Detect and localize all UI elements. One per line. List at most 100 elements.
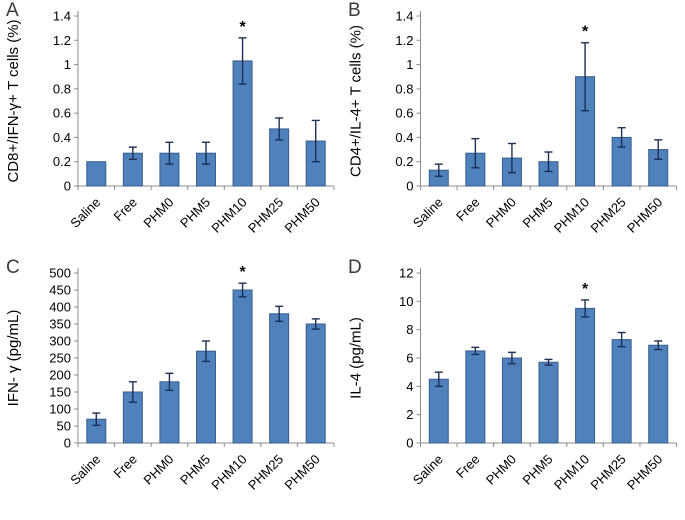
y-tick-label: 350 bbox=[49, 317, 71, 332]
x-tick-label: PHM10 bbox=[551, 452, 592, 493]
error-bar bbox=[507, 351, 516, 365]
y-tick-label: 8 bbox=[406, 322, 413, 337]
x-tick-label: PHM50 bbox=[624, 452, 665, 493]
y-tick-label: 500 bbox=[49, 266, 71, 281]
y-tick-label: 0.4 bbox=[395, 130, 413, 145]
panel-b-letter: B bbox=[348, 0, 361, 21]
y-tick-label: 0.4 bbox=[53, 130, 71, 145]
x-tick-label: PHM0 bbox=[140, 195, 176, 231]
error-bar bbox=[471, 137, 480, 169]
bar-free bbox=[465, 350, 486, 444]
x-tick-label: Free bbox=[453, 195, 483, 225]
significance-marker: * bbox=[239, 19, 246, 36]
bar-phm5 bbox=[538, 361, 559, 444]
y-tick-label: 0.8 bbox=[395, 81, 413, 96]
y-tick-label: 0.6 bbox=[53, 106, 71, 121]
bar-phm50 bbox=[305, 323, 326, 444]
x-tick-label: PHM10 bbox=[208, 195, 249, 236]
error-bar bbox=[275, 117, 284, 141]
bar-phm25 bbox=[269, 313, 290, 444]
error-bar bbox=[238, 37, 247, 85]
bar-phm25 bbox=[611, 339, 632, 444]
error-bar bbox=[311, 119, 320, 163]
y-tick-label: 0.8 bbox=[53, 81, 71, 96]
x-tick-label: PHM25 bbox=[245, 452, 286, 493]
error-bar bbox=[581, 42, 590, 112]
y-tick-label: 250 bbox=[49, 351, 71, 366]
y-tick-label: 0.6 bbox=[395, 106, 413, 121]
x-tick-label: Free bbox=[110, 452, 140, 482]
y-tick-label: 450 bbox=[49, 283, 71, 298]
error-bar bbox=[165, 141, 174, 165]
y-tick-label: 50 bbox=[57, 419, 71, 434]
y-tick-label: 0 bbox=[64, 179, 71, 194]
y-tick-label: 400 bbox=[49, 300, 71, 315]
error-bar bbox=[238, 282, 247, 298]
x-tick-label: PHM10 bbox=[551, 195, 592, 236]
error-bar bbox=[128, 381, 137, 403]
bar-phm5 bbox=[196, 350, 216, 444]
error-bar bbox=[202, 340, 210, 363]
panel-c-letter: C bbox=[6, 257, 20, 278]
y-tick-label: 0 bbox=[406, 436, 413, 451]
y-axis-label: IL-4 (pg/mL) bbox=[348, 317, 365, 399]
y-tick-label: 1.2 bbox=[53, 33, 71, 48]
x-tick-label: PHM50 bbox=[282, 452, 323, 493]
error-bar bbox=[654, 340, 663, 351]
error-bar bbox=[311, 318, 320, 330]
panel-c: C 0 50 100 150 200 250 300 350 400 450 500 Saline Fr… bbox=[0, 257, 342, 515]
error-bar bbox=[202, 141, 210, 165]
x-tick-label: PHM25 bbox=[587, 195, 628, 236]
y-axis-label: IFN- γ (pg/mL) bbox=[5, 310, 22, 407]
x-tick-label: PHM25 bbox=[245, 195, 286, 236]
y-tick-label: 300 bbox=[49, 334, 71, 349]
error-bar bbox=[507, 142, 516, 174]
x-tick-label: Saline bbox=[410, 195, 446, 231]
x-tick-label: PHM10 bbox=[208, 452, 249, 493]
y-tick-label: 200 bbox=[49, 368, 71, 383]
panel-d-letter: D bbox=[348, 257, 362, 278]
panel-a-letter: A bbox=[6, 0, 19, 21]
y-tick-label: 1.4 bbox=[395, 9, 413, 24]
y-axis-label: CD8+/IFN-γ+ T cells (%) bbox=[5, 19, 22, 182]
error-bar bbox=[544, 151, 553, 173]
bar-phm50 bbox=[648, 344, 669, 444]
bar-phm0 bbox=[501, 357, 522, 444]
y-tick-label: 10 bbox=[399, 294, 413, 309]
y-tick-label: 6 bbox=[406, 351, 413, 366]
x-tick-label: Free bbox=[453, 452, 483, 482]
error-bar bbox=[617, 331, 626, 348]
y-tick-label: 0.2 bbox=[53, 154, 71, 169]
x-tick-label: Saline bbox=[67, 195, 103, 231]
error-bar bbox=[581, 299, 590, 318]
panel-a: A 0 0.2 0.4 0.6 0.8 1 1.2 1.4 Saline Free PHM0 PHM5… bbox=[0, 0, 342, 257]
panel-b: B 0 0.2 0.4 0.6 0.8 1 1.2 1.4 Saline Free PHM0 PHM5… bbox=[342, 0, 685, 257]
y-tick-label: 150 bbox=[49, 385, 71, 400]
y-axis-label: CD4+/IL-4+ T cells (%) bbox=[348, 25, 365, 177]
error-bar bbox=[434, 371, 443, 388]
x-tick-label: PHM0 bbox=[140, 452, 176, 488]
bar-saline bbox=[86, 161, 107, 187]
error-bar bbox=[275, 305, 284, 322]
significance-marker: * bbox=[239, 264, 246, 281]
x-tick-label: PHM0 bbox=[483, 452, 519, 488]
error-bar bbox=[544, 358, 553, 366]
bar-saline bbox=[428, 378, 449, 444]
panel-d: D 0 2 4 6 8 10 12 Saline Free PHM0 PHM5 * PHM10 PHM25… bbox=[342, 257, 685, 515]
x-tick-label: PHM0 bbox=[483, 195, 519, 231]
bar-phm10 bbox=[575, 307, 596, 444]
x-tick-label: Saline bbox=[410, 452, 446, 488]
bar-phm10 bbox=[232, 289, 253, 444]
x-tick-label: PHM25 bbox=[587, 452, 628, 493]
x-tick-label: Saline bbox=[67, 452, 103, 488]
error-bar bbox=[165, 372, 174, 392]
y-tick-label: 0.2 bbox=[395, 154, 413, 169]
y-tick-label: 0 bbox=[406, 179, 413, 194]
y-tick-label: 4 bbox=[406, 379, 413, 394]
error-bar bbox=[434, 163, 443, 177]
y-tick-label: 12 bbox=[399, 266, 413, 281]
y-tick-label: 0 bbox=[64, 436, 71, 451]
